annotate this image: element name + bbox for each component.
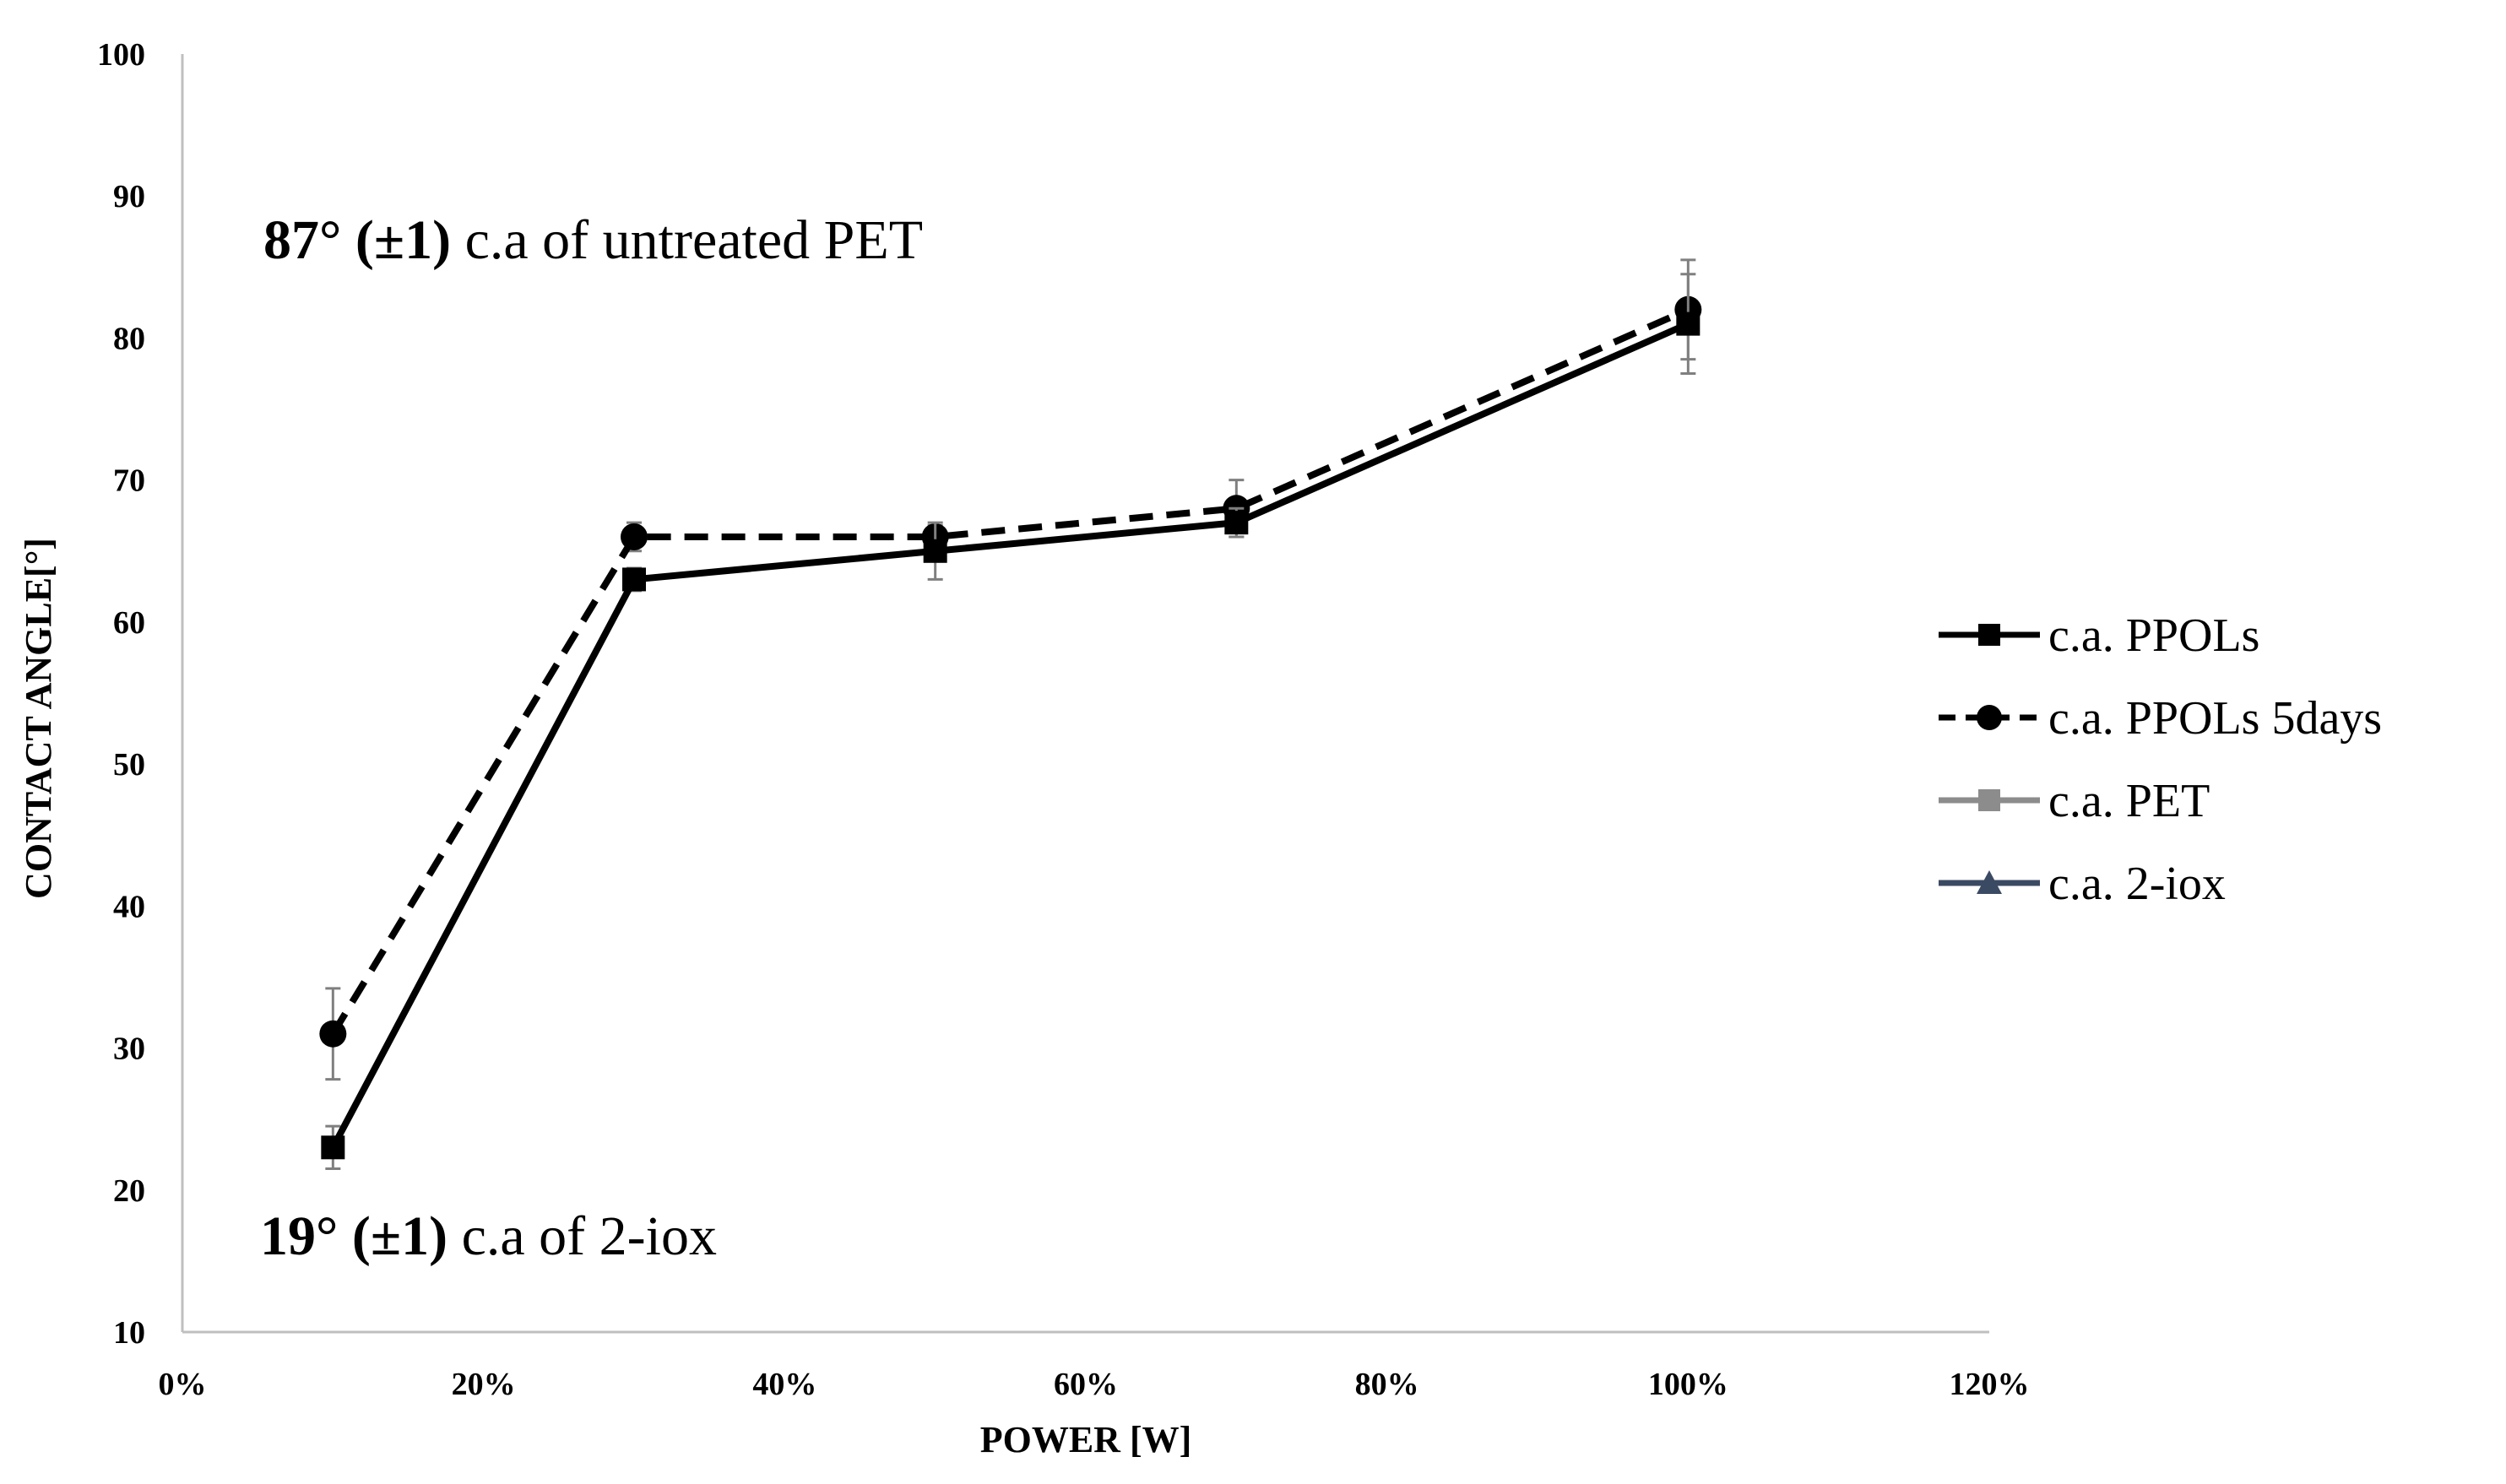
data-point [319, 1020, 347, 1048]
x-tick-label: 100% [1648, 1367, 1728, 1402]
x-axis-title: POWER [W] [980, 1419, 1192, 1460]
legend-item: c.a. 2-iox [1939, 858, 2226, 910]
legend-label: c.a. 2-iox [2048, 858, 2226, 910]
annotation-untreated-pet: 87° (±1) c.a of untreated PET [263, 209, 923, 271]
x-tick-label: 60% [1054, 1367, 1118, 1402]
x-tick-label: 40% [752, 1367, 816, 1402]
data-point [321, 1135, 345, 1160]
legend-label: c.a. PPOLs [2048, 609, 2259, 662]
legend-marker [1977, 870, 2002, 894]
legend-marker [1977, 705, 2002, 730]
x-tick-label: 80% [1355, 1367, 1419, 1402]
y-tick-label: 10 [113, 1315, 145, 1351]
y-tick-labels: 10 20 30 40 50 60 70 80 90 100 [97, 37, 145, 1351]
annotation-2-iox-value: 19° (±1) [260, 1205, 448, 1267]
legend-item: c.a. PPOLs 5days [1939, 692, 2382, 745]
y-tick-label: 50 [113, 747, 145, 783]
y-tick-label: 40 [113, 889, 145, 924]
axes [181, 54, 1989, 1334]
legend: c.a. PPOLs c.a. PPOLs 5days c.a. PET c.a. 2… [1939, 609, 2382, 910]
legend-marker [1978, 789, 2000, 811]
y-tick-label: 30 [113, 1032, 145, 1067]
y-tick-label: 80 [113, 321, 145, 356]
y-tick-label: 20 [113, 1173, 145, 1209]
y-tick-label: 90 [113, 179, 145, 214]
series-line [329, 320, 1690, 1150]
legend-item: c.a. PET [1939, 775, 2210, 827]
y-tick-label: 60 [113, 605, 145, 641]
series-c-a-ppols [321, 273, 1700, 1171]
series-layer [319, 258, 1702, 1171]
legend-item: c.a. PPOLs [1939, 609, 2259, 662]
series-line [329, 306, 1690, 1036]
data-point [1676, 311, 1700, 336]
x-tick-label: 0% [159, 1367, 207, 1402]
x-tick-labels: 0% 20% 40% 60% 80% 100% 120% [159, 1367, 2030, 1402]
legend-marker [1978, 624, 2000, 646]
legend-label: c.a. PET [2048, 775, 2210, 827]
x-tick-label: 120% [1950, 1367, 2030, 1402]
annotation-2-iox: 19° (±1) c.a of 2-iox [260, 1205, 717, 1267]
x-tick-label: 20% [452, 1367, 516, 1402]
data-point [923, 539, 947, 563]
data-point [1224, 511, 1249, 535]
y-tick-label: 70 [113, 463, 145, 499]
annotation-untreated-pet-value: 87° (±1) [263, 209, 451, 271]
series-c-a-ppols-5days [319, 258, 1702, 1081]
data-point [621, 523, 648, 550]
annotation-untreated-pet-text: c.a of untreated PET [451, 209, 923, 271]
legend-label: c.a. PPOLs 5days [2048, 692, 2382, 745]
y-axis-title: CONTACT ANGLE[°] [18, 538, 59, 899]
y-tick-label: 100 [97, 37, 145, 73]
data-point [622, 567, 646, 592]
annotation-2-iox-text: c.a of 2-iox [448, 1205, 717, 1267]
